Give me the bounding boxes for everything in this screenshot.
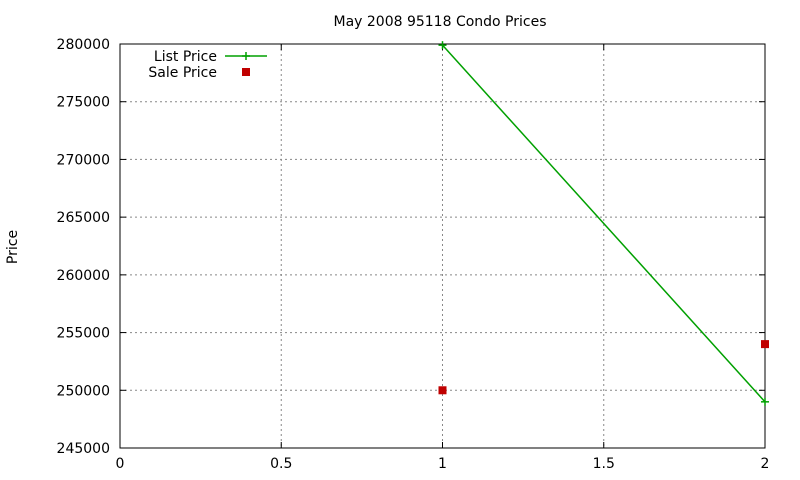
list-price-point xyxy=(761,397,769,406)
sale-price-point xyxy=(438,386,447,395)
y-tick-label: 260000 xyxy=(57,268,110,284)
x-tick-label: 1 xyxy=(438,456,447,472)
legend-label-sale-price: Sale Price xyxy=(148,65,217,81)
y-tick-label: 275000 xyxy=(57,95,110,111)
grid xyxy=(120,44,765,448)
series-layer xyxy=(438,41,769,406)
y-tick-label: 280000 xyxy=(57,37,110,53)
x-tick-label: 1.5 xyxy=(593,456,615,472)
list-price-point xyxy=(438,41,447,50)
y-tick-label: 270000 xyxy=(57,152,110,168)
y-tick-label: 265000 xyxy=(57,210,110,226)
x-tick-label: 2 xyxy=(761,456,770,472)
list-price-line xyxy=(441,44,766,403)
legend-marker-list-price xyxy=(242,52,250,60)
sale-price-point xyxy=(761,340,769,349)
x-tick-label: 0.5 xyxy=(270,456,292,472)
y-axis-label: Price xyxy=(5,230,21,264)
legend-label-list-price: List Price xyxy=(154,49,217,65)
axis-ticks: 0 0.5 1 1.5 2 245000 250000 255000 260000 265000 2… xyxy=(57,37,770,472)
chart-title: May 2008 95118 Condo Prices xyxy=(333,14,546,30)
y-tick-label: 250000 xyxy=(57,383,110,399)
y-tick-label: 255000 xyxy=(57,326,110,342)
y-tick-label: 245000 xyxy=(57,441,110,457)
legend-marker-sale-price xyxy=(242,68,250,76)
x-tick-label: 0 xyxy=(116,456,125,472)
